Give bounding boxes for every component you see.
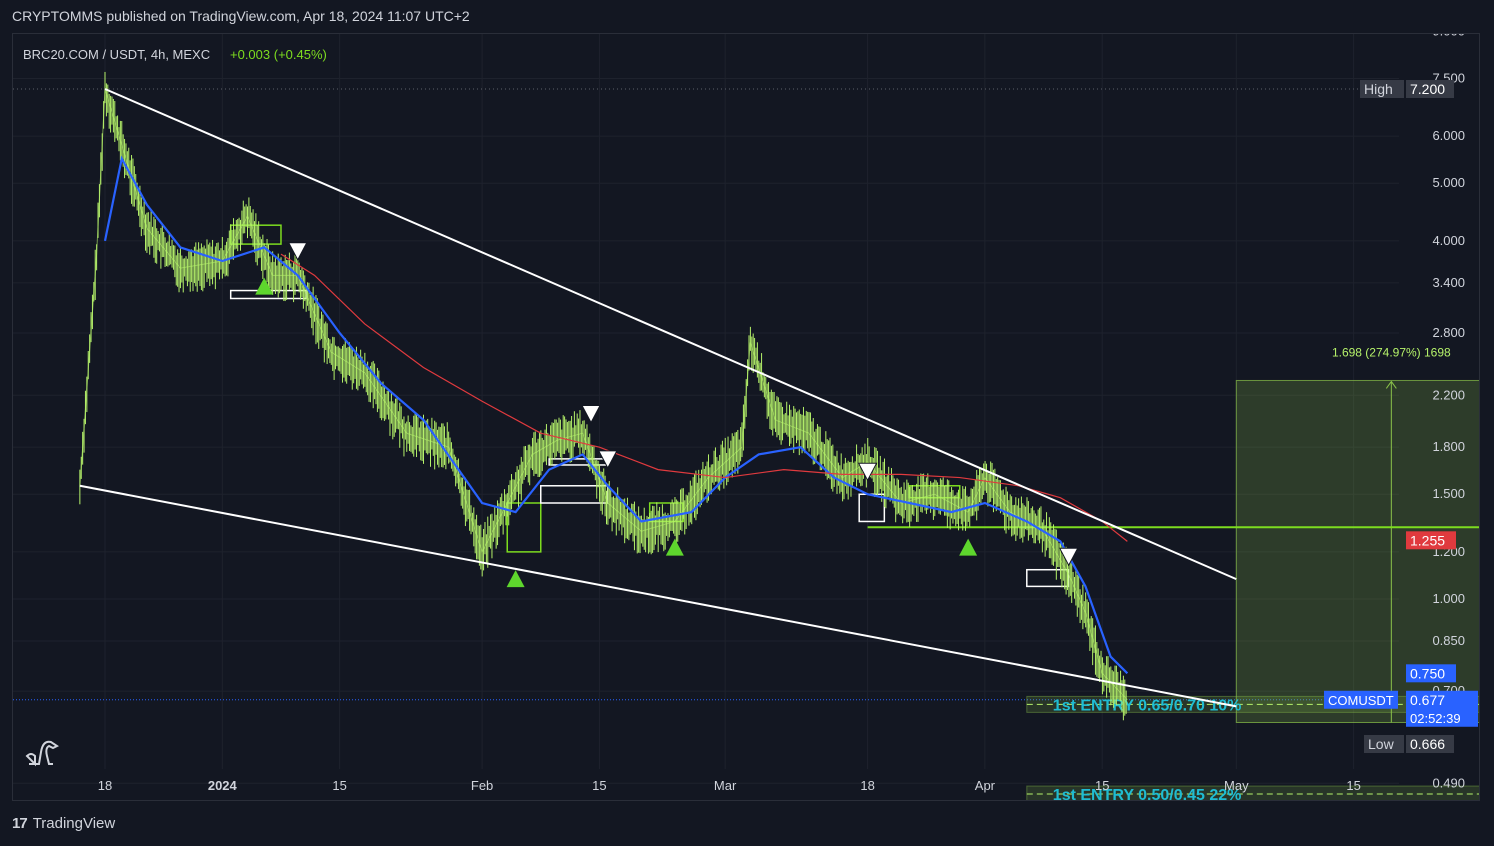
symbol-label: BRC20.COM / USDT, 4h, MEXC bbox=[23, 47, 210, 62]
level-price-tag-bg bbox=[1406, 531, 1456, 550]
entry-1-label: 1st ENTRY 0.65/0.70 10% bbox=[1053, 697, 1242, 714]
trendline-upper bbox=[104, 88, 1237, 581]
ema-price-tag-bg bbox=[1406, 664, 1456, 683]
sell-signal-triangle bbox=[1058, 547, 1079, 567]
ema-fast-line bbox=[103, 155, 1129, 675]
sell-signal-triangle bbox=[857, 462, 878, 482]
chart-panel[interactable]: BRC20.COM / USDT, 4h, MEXC +0.003 (+0.45%… bbox=[12, 33, 1480, 801]
y-tick-label: 1.500 bbox=[1432, 486, 1465, 501]
buy-signal-triangle bbox=[255, 277, 274, 295]
x-tick-label: Feb bbox=[471, 778, 493, 793]
y-tick-label: 5.000 bbox=[1432, 175, 1465, 190]
dino-icon bbox=[25, 740, 59, 767]
y-tick-label: 3.400 bbox=[1432, 275, 1465, 290]
buy-signal-triangle bbox=[506, 570, 525, 588]
x-tick-label: 15 bbox=[332, 778, 346, 793]
x-tick-label: 15 bbox=[1095, 778, 1109, 793]
x-tick-label: Mar bbox=[714, 778, 737, 793]
current-price-value: 0.677 bbox=[1410, 692, 1445, 708]
ema-price-tag: 0.750 bbox=[1410, 665, 1445, 681]
low-value-bg bbox=[1406, 735, 1454, 753]
high-value-bg bbox=[1406, 80, 1454, 98]
trendline-lower bbox=[79, 484, 1237, 708]
sell-signal-triangle bbox=[287, 242, 308, 261]
y-tick-label: 9.000 bbox=[1432, 34, 1465, 38]
low-label: Low bbox=[1368, 736, 1395, 752]
x-tick-label: Apr bbox=[975, 778, 996, 793]
y-tick-label: 0.850 bbox=[1432, 633, 1465, 648]
y-tick-label: 4.000 bbox=[1432, 233, 1465, 248]
sell-signal-triangle bbox=[581, 405, 601, 424]
x-tick-label: 15 bbox=[1346, 778, 1360, 793]
buy-signal-triangle bbox=[959, 538, 978, 556]
change-label: +0.003 (+0.45%) bbox=[230, 47, 327, 62]
low-value: 0.666 bbox=[1410, 736, 1445, 752]
x-tick-label: 18 bbox=[860, 778, 874, 793]
signal-box bbox=[858, 493, 886, 523]
x-tick-label: 2024 bbox=[208, 778, 238, 793]
x-tick-label: 18 bbox=[98, 778, 112, 793]
x-tick-label: 15 bbox=[592, 778, 606, 793]
signal-box bbox=[1026, 568, 1070, 588]
current-price-bg bbox=[1406, 690, 1478, 727]
brand-name: TradingView bbox=[32, 815, 116, 832]
low-label-bg bbox=[1364, 735, 1404, 753]
target-label: 1.698 (274.97%) 1698 bbox=[1332, 345, 1451, 359]
tv-logo-icon: 17 bbox=[12, 815, 28, 832]
level-price-tag: 1.255 bbox=[1410, 532, 1445, 548]
y-tick-label: 0.490 bbox=[1432, 775, 1465, 790]
high-label-bg bbox=[1360, 80, 1404, 98]
price-line bbox=[79, 88, 1128, 701]
sell-signal-triangle bbox=[597, 450, 618, 469]
buy-signal-triangle bbox=[665, 538, 684, 556]
x-tick-label: May bbox=[1224, 778, 1249, 793]
entry-2-label: 1st ENTRY 0.50/0.45 22% bbox=[1053, 787, 1242, 800]
y-tick-label: 1.000 bbox=[1432, 591, 1465, 606]
y-tick-label: 1.800 bbox=[1432, 439, 1465, 454]
publisher-line: CRYPTOMMS published on TradingView.com, … bbox=[12, 8, 470, 24]
y-tick-label: 2.200 bbox=[1432, 387, 1465, 402]
ticker-tag-bg bbox=[1324, 690, 1398, 709]
ticker-tag: COMUSDT bbox=[1328, 693, 1394, 708]
high-value: 7.200 bbox=[1410, 81, 1445, 97]
y-tick-label: 6.000 bbox=[1432, 128, 1465, 143]
bar-countdown: 02:52:39 bbox=[1410, 711, 1461, 726]
y-tick-label: 2.800 bbox=[1432, 325, 1465, 340]
price-chart[interactable]: BRC20.COM / USDT, 4h, MEXC +0.003 (+0.45%… bbox=[13, 34, 1479, 800]
tradingview-logo[interactable]: 17 TradingView bbox=[12, 815, 115, 832]
target-arrow-head bbox=[1385, 380, 1397, 389]
high-label: High bbox=[1364, 81, 1393, 97]
